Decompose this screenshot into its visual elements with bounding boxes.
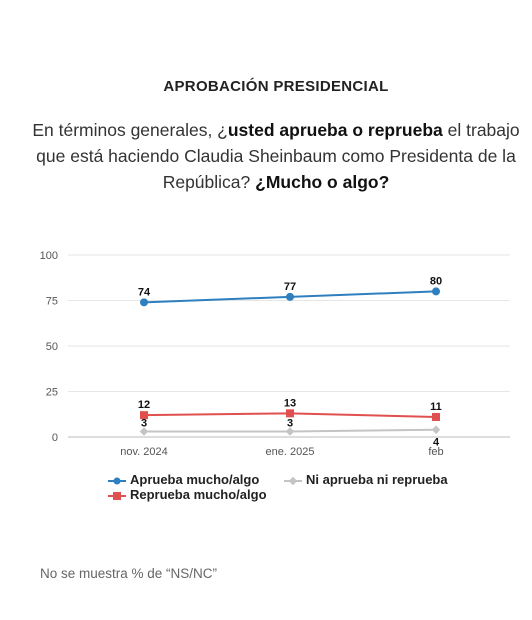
legend-reprueba: Reprueba mucho/algo [108,487,267,502]
question-bold-1: usted aprueba o reprueba [227,120,443,140]
data-point [140,411,148,420]
line-chart: 0 25 50 75 100 nov. 2024 ene. 2025 feb 74 77 80 12 1… [40,250,510,458]
y-tick-label-50: 50 [46,341,58,353]
legend-label-reprueba: Reprueba mucho/algo [130,487,267,502]
data-point [432,287,440,296]
legend-label-ni: Ni aprueba ni reprueba [306,472,448,487]
x-tick-label: ene. 2025 [266,446,315,458]
chart-title: APROBACIÓN PRESIDENCIAL [163,78,389,95]
x-tick-label: feb [428,446,443,458]
data-label: 80 [430,275,442,287]
question-text-1: En términos generales, ¿ [32,120,228,140]
y-tick-label-75: 75 [46,296,58,308]
y-tick-label-25: 25 [46,387,58,399]
data-label: 3 [141,418,147,430]
question-text-2: el trabajo que está haciendo Claudia She… [36,120,520,192]
y-tick-label-100: 100 [40,250,58,262]
data-point [286,409,294,418]
data-label: 74 [138,286,151,298]
survey-question: En términos generales, ¿usted aprueba o … [26,117,526,195]
data-label: 11 [430,401,442,413]
data-label: 13 [284,397,296,409]
data-label: 3 [287,418,293,430]
question-bold-2: ¿Mucho o algo? [255,172,390,192]
legend-marker-reprueba [108,491,126,500]
legend-aprueba: Aprueba mucho/algo [108,472,259,487]
data-point [286,292,294,301]
data-point [432,412,440,421]
data-point [140,298,148,307]
data-label: 12 [138,399,150,411]
y-tick-label-0: 0 [52,432,58,444]
legend-marker-ni [284,476,302,485]
data-point [139,427,149,436]
legend-ni: Ni aprueba ni reprueba [284,472,448,487]
x-tick-label: nov. 2024 [120,446,168,458]
data-label: 77 [284,281,296,293]
data-point [285,427,295,436]
data-point [431,425,441,434]
footnote: No se muestra % de “NS/NC” [40,566,218,581]
legend-label-aprueba: Aprueba mucho/algo [130,472,260,487]
data-label: 4 [433,437,440,449]
legend-marker-aprueba [108,477,126,485]
